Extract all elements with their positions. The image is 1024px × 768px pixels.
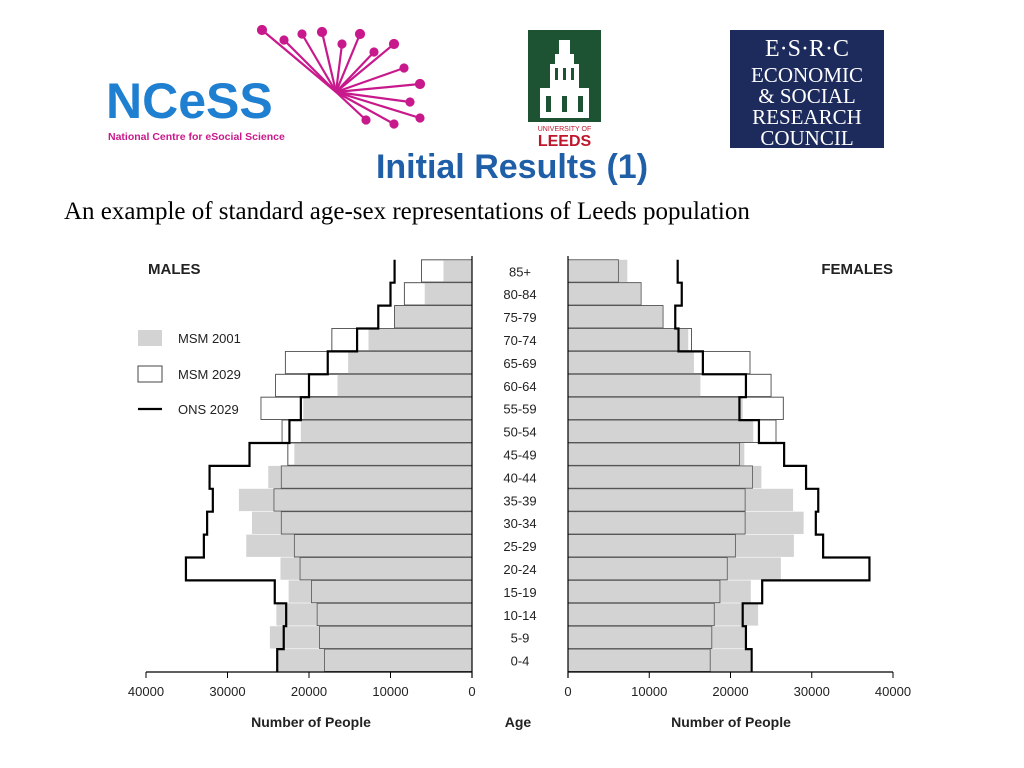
- msm2001-bar-male: [294, 443, 472, 466]
- msm2001-bar-male: [394, 305, 472, 328]
- ncess-wordmark: NCeSS: [106, 73, 273, 129]
- msm2001-bar-female: [568, 443, 745, 466]
- ons2029-line-female: [674, 259, 871, 672]
- age-group-label: 30-34: [503, 516, 536, 531]
- age-group-label: 40-44: [503, 470, 536, 485]
- x-axis-title-male: Number of People: [251, 714, 371, 730]
- msm2001-bar-female: [568, 580, 751, 603]
- leeds-line2: LEEDS: [538, 133, 592, 148]
- msm2001-bar-male: [278, 649, 472, 672]
- legend-swatch-msm2029: [137, 365, 163, 383]
- msm2001-bar-male: [303, 397, 472, 420]
- msm2001-bar-male: [424, 282, 472, 305]
- msm2001-bar-female: [568, 511, 804, 534]
- age-group-label: 75-79: [503, 310, 536, 325]
- age-group-label: 85+: [509, 264, 531, 279]
- legend-label-msm2001: MSM 2001: [178, 331, 241, 346]
- tick-label-male: 30000: [209, 684, 245, 699]
- ons2029-line-male: [184, 259, 396, 672]
- esrc-initials: E·S·R·C: [765, 36, 849, 62]
- leeds-line1: UNIVERSITY OF: [538, 126, 592, 133]
- age-group-label: 55-59: [503, 402, 536, 417]
- age-group-label: 70-74: [503, 333, 536, 348]
- msm2001-bar-female: [568, 374, 701, 397]
- msm2001-bar-female: [568, 328, 689, 351]
- msm2001-bar-male: [280, 557, 472, 580]
- age-group-label: 10-14: [503, 608, 536, 623]
- age-group-label: 0-4: [511, 654, 530, 669]
- msm2001-bar-female: [568, 420, 754, 443]
- age-group-label: 5-9: [511, 631, 530, 646]
- legend-label-msm2029: MSM 2029: [178, 367, 241, 382]
- slide-subtitle: An example of standard age-sex represent…: [64, 198, 750, 225]
- msm2001-bar-male: [300, 420, 472, 443]
- university-of-leeds-logo: UNIVERSITY OF LEEDS: [528, 30, 601, 148]
- age-group-label: 50-54: [503, 425, 536, 440]
- esrc-line-economic: ECONOMIC: [751, 63, 863, 87]
- msm2001-bar-male: [246, 534, 472, 557]
- msm2001-bar-male: [337, 374, 472, 397]
- msm2001-bar-male: [268, 465, 472, 489]
- tick-label-male: 20000: [291, 684, 327, 699]
- tick-label-female: 10000: [631, 684, 667, 699]
- age-group-label: 25-29: [503, 539, 536, 554]
- msm2001-bar-male: [443, 259, 472, 283]
- age-group-label: 35-39: [503, 493, 536, 508]
- msm2001-bar-male: [238, 488, 472, 512]
- males-title: MALES: [148, 261, 201, 278]
- slide-title: Initial Results (1): [375, 148, 649, 186]
- age-group-label: 15-19: [503, 585, 536, 600]
- esrc-line-social: & SOCIAL: [758, 84, 855, 108]
- age-group-label: 20-24: [503, 562, 536, 577]
- age-group-label: 45-49: [503, 447, 536, 462]
- msm2001-bar-female: [568, 351, 694, 374]
- x-axis-title-female: Number of People: [671, 714, 791, 730]
- age-group-label: 60-64: [503, 379, 536, 394]
- age-group-label: 65-69: [503, 356, 536, 371]
- msm2001-bar-female: [568, 305, 664, 328]
- legend-label-ons2029: ONS 2029: [178, 402, 239, 417]
- msm2001-bar-female: [568, 397, 743, 420]
- msm2001-bar-female: [568, 626, 746, 649]
- esrc-line-research: RESEARCH: [752, 105, 862, 129]
- ncess-tagline: National Centre for eSocial Science: [108, 131, 285, 143]
- msm2001-bar-female: [568, 488, 794, 512]
- tick-label-male: 40000: [128, 684, 164, 699]
- msm2001-bar-female: [568, 282, 642, 305]
- age-axis-title: Age: [505, 714, 532, 730]
- tick-label-male: 10000: [372, 684, 408, 699]
- females-title: FEMALES: [821, 261, 893, 278]
- msm2001-bar-male: [276, 603, 472, 626]
- legend-swatch-msm2001: [138, 330, 162, 346]
- msm2001-bar-female: [568, 603, 759, 626]
- esrc-line-council: COUNCIL: [760, 126, 853, 148]
- tick-label-female: 40000: [875, 684, 911, 699]
- msm2001-bar-male: [269, 626, 472, 649]
- tick-label-female: 0: [564, 684, 571, 699]
- msm2001-bar-female: [568, 259, 628, 283]
- tick-label-female: 20000: [712, 684, 748, 699]
- msm2001-bar-female: [568, 649, 750, 672]
- msm2001-bar-female: [568, 465, 762, 489]
- msm2001-bar-female: [568, 557, 781, 580]
- ncess-logo: NCeSS National Centre for eSocial Scienc…: [106, 24, 426, 143]
- age-group-label: 80-84: [503, 287, 536, 302]
- msm2001-bar-male: [368, 328, 472, 351]
- msm2001-bar-female: [568, 534, 794, 557]
- esrc-logo: E·S·R·C ECONOMIC & SOCIAL RESEARCH COUNC…: [730, 30, 884, 148]
- tick-label-female: 30000: [794, 684, 830, 699]
- tick-label-male: 0: [468, 684, 475, 699]
- msm2001-bar-male: [288, 580, 472, 603]
- msm2001-bar-male: [348, 351, 472, 374]
- msm2001-bar-male: [251, 511, 472, 534]
